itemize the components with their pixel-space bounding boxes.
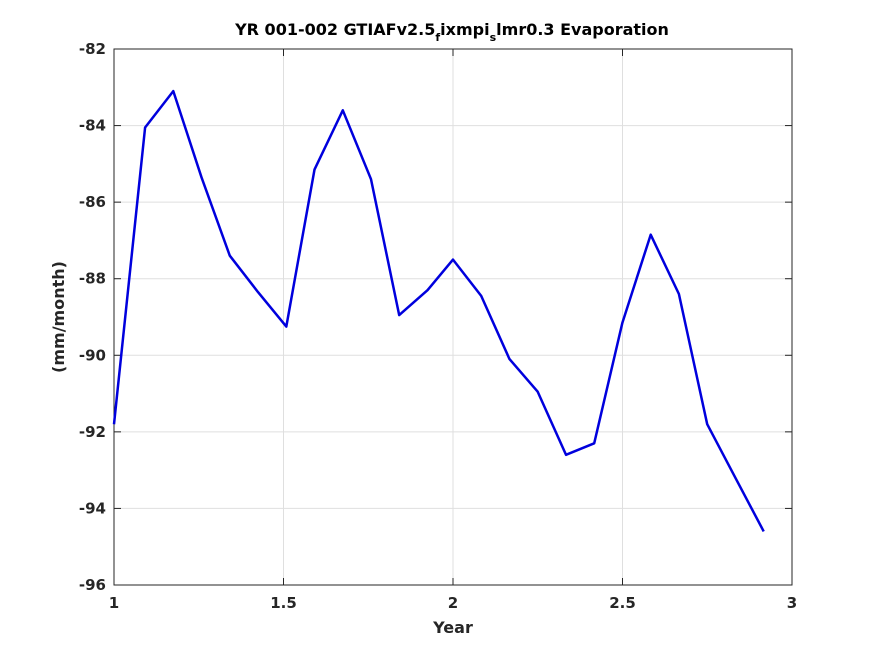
y-tick-label: -82 [79,40,106,58]
x-tick-label: 1.5 [270,594,297,612]
y-tick-label: -88 [79,270,106,288]
y-tick-label: -84 [79,117,106,135]
axis-ticks: 1 1.5 2 2.5 3 -96 -94 -92 -90 -88 -86 -84 -82 [79,40,797,612]
y-tick-label: -96 [79,576,106,594]
y-tick-label: -86 [79,193,106,211]
x-tick-label: 3 [787,594,797,612]
grid-lines [113,48,793,586]
series-line-0 [112,89,765,532]
y-tick-label: -90 [79,346,106,364]
y-axis-label: (mm/month) [49,261,68,373]
x-tick-label: 1 [109,594,119,612]
x-tick-label: 2.5 [609,594,636,612]
x-axis-label: Year [432,618,473,637]
series-layer [112,89,765,532]
chart-title: YR 001-002 GTIAFv2.5fixmpislmr0.3 Evapor… [234,20,669,44]
y-tick-label: -92 [79,423,106,441]
x-tick-label: 2 [448,594,458,612]
y-tick-label: -94 [79,499,106,517]
